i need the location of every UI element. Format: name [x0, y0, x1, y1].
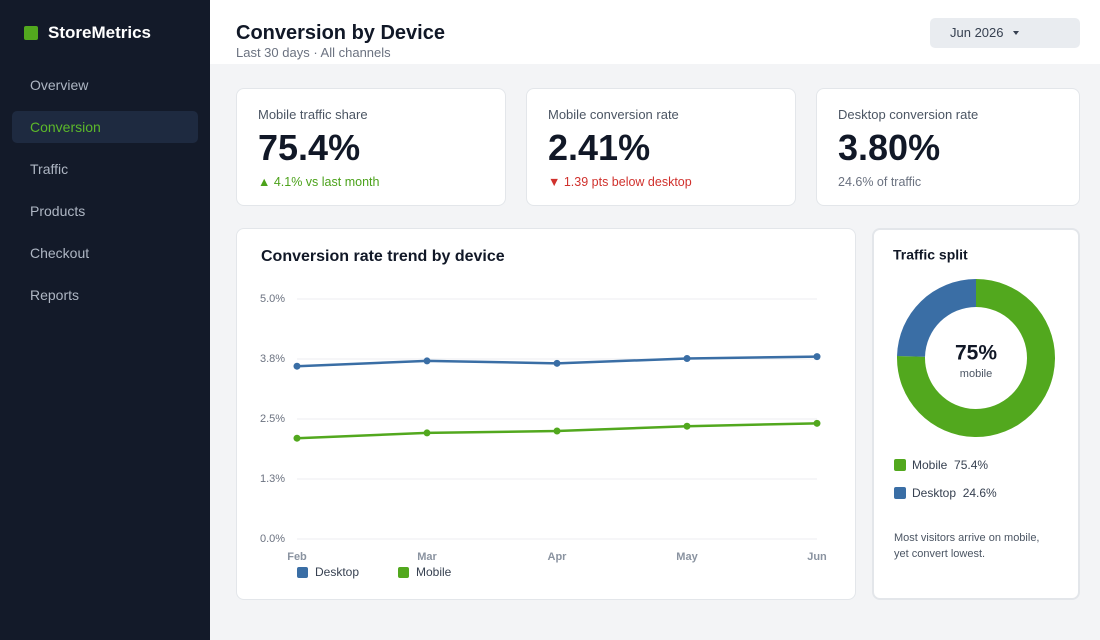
x-tick-label: May: [676, 551, 698, 563]
kpi-value: 3.80%: [838, 127, 941, 168]
data-point: [683, 422, 691, 430]
nav-item[interactable]: Checkout: [30, 245, 90, 261]
kpi-label: Mobile conversion rate: [548, 107, 679, 122]
nav-item[interactable]: Conversion: [12, 111, 198, 143]
data-point: [813, 419, 821, 427]
date-picker[interactable]: Jun 2026: [930, 18, 1080, 48]
data-point: [683, 355, 691, 363]
y-tick-label: 3.8%: [260, 353, 285, 365]
kpi-value: 75.4%: [258, 127, 361, 168]
data-point: [553, 359, 561, 367]
y-tick-label: 5.0%: [260, 293, 285, 305]
brand: StoreMetrics: [48, 23, 151, 42]
y-tick-label: 2.5%: [260, 413, 285, 425]
legend-item: Mobile 75.4%: [894, 458, 988, 472]
legend-swatch: [894, 459, 906, 471]
kpi-note: 24.6% of traffic: [838, 175, 922, 189]
legend-label: Desktop: [315, 565, 359, 579]
dropdown-caret: [1013, 31, 1019, 35]
donut-segment: [897, 279, 1055, 437]
kpi-card: Mobile traffic share 75.4% ▲ 4.1% vs last …: [236, 88, 506, 206]
data-point: [423, 429, 431, 437]
nav-item[interactable]: Products: [30, 203, 86, 219]
kpi-note: ▼ 1.39 pts below desktop: [548, 175, 692, 189]
legend-swatch: [894, 487, 906, 499]
donut-segment: [897, 279, 976, 357]
donut-note: Most visitors arrive on mobile, yet conv…: [894, 532, 1040, 560]
legend-item: Desktop 24.6%: [894, 486, 997, 500]
y-tick-label: 1.3%: [260, 473, 285, 485]
data-point: [553, 427, 561, 435]
nav-item[interactable]: Overview: [30, 77, 89, 93]
data-point: [423, 357, 431, 365]
legend-value: 24.6%: [962, 486, 997, 500]
page-title: Conversion by Device: [236, 22, 445, 44]
legend-swatch: [297, 567, 308, 578]
kpi-card: Mobile conversion rate 2.41% ▼ 1.39 pts be…: [526, 88, 796, 206]
kpi-note: ▲ 4.1% vs last month: [258, 175, 380, 189]
legend-swatch: [398, 567, 409, 578]
page-subtitle: Last 30 days · All channels: [236, 45, 391, 60]
x-tick-label: Apr: [548, 551, 568, 563]
sidebar: [0, 0, 210, 640]
center-label: 75%: [955, 342, 997, 365]
x-tick-label: Mar: [417, 551, 437, 563]
donut-chart: Traffic split 75% mobile: [893, 247, 1055, 437]
legend-value: 75.4%: [954, 458, 989, 472]
kpi-label: Mobile traffic share: [258, 107, 368, 122]
data-point: [293, 362, 301, 370]
data-point: [293, 434, 301, 442]
brand-icon: [24, 26, 38, 40]
x-tick-label: Feb: [287, 551, 307, 563]
data-point: [813, 353, 821, 361]
kpi-card: Desktop conversion rate 3.80% 24.6% of tra…: [816, 88, 1080, 206]
legend-label: Desktop: [912, 486, 957, 500]
chart-title: Traffic split: [893, 247, 968, 263]
legend-label: Mobile: [912, 458, 948, 472]
legend-label: Mobile: [416, 565, 452, 579]
line-chart: Conversion rate trend by device 0.0% 1.3% 2…: [260, 248, 827, 579]
chart-title: Conversion rate trend by device: [261, 248, 505, 265]
nav-item[interactable]: Reports: [30, 287, 80, 303]
kpi-label: Desktop conversion rate: [838, 107, 979, 122]
center-sublabel: mobile: [960, 368, 992, 380]
kpi-value: 2.41%: [548, 127, 651, 168]
nav-item[interactable]: Traffic: [30, 161, 69, 177]
y-tick-label: 0.0%: [260, 533, 285, 545]
line-card: Conversion rate trend by device 0.0% 1.3% 2…: [236, 228, 856, 600]
x-tick-label: Jun: [807, 551, 827, 563]
donut-card: Traffic split 75% mobile Most visitors arr…: [872, 228, 1080, 600]
